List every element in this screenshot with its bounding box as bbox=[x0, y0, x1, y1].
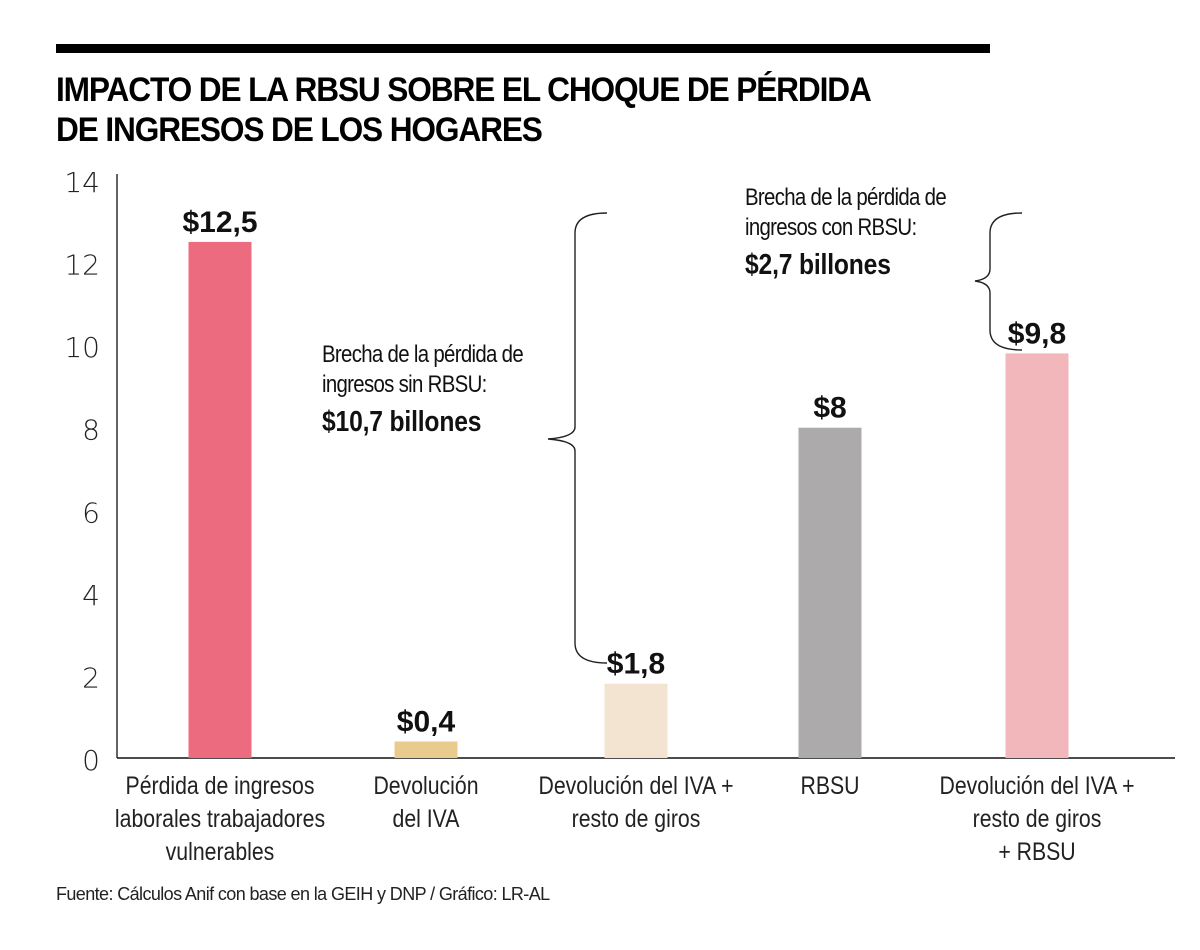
chart-title-line-1: IMPACTO DE LA RBSU SOBRE EL CHOQUE DE PÉ… bbox=[56, 71, 872, 109]
category-label: Pérdida de ingresos bbox=[126, 771, 315, 799]
annotation-emphasis: $10,7 billones bbox=[322, 406, 482, 438]
brace-gap-with-rbsu bbox=[974, 212, 1023, 351]
brace-gap-without-rbsu bbox=[547, 212, 608, 664]
y-tick-label: 8 bbox=[82, 414, 100, 447]
chart-title-line-2: DE INGRESOS DE LOS HOGARES bbox=[56, 111, 543, 149]
annotation-gap-without-rbsu: Brecha de la pérdida de ingresos sin RBS… bbox=[322, 340, 524, 442]
bar bbox=[1005, 353, 1069, 758]
y-tick-label: 2 bbox=[82, 661, 100, 694]
y-tick-label: 10 bbox=[64, 331, 100, 364]
bar bbox=[188, 241, 252, 758]
category-label: + RBSU bbox=[998, 837, 1075, 865]
category-label: Devolución del IVA + bbox=[538, 771, 733, 799]
data-label: $9,8 bbox=[1008, 317, 1066, 350]
category-label: RBSU bbox=[800, 771, 859, 799]
data-label: $0,4 bbox=[397, 705, 456, 738]
y-tick-label: 14 bbox=[64, 166, 100, 199]
category-label: Devolución del IVA + bbox=[939, 771, 1134, 799]
data-label: $12,5 bbox=[182, 206, 257, 239]
bar bbox=[394, 741, 458, 758]
annotation-line: Brecha de la pérdida de bbox=[745, 184, 947, 211]
category-label: resto de giros bbox=[572, 804, 701, 832]
category-label: del IVA bbox=[393, 804, 460, 832]
y-tick-label: 12 bbox=[64, 249, 100, 282]
annotation-gap-with-rbsu: Brecha de la pérdida de ingresos con RBS… bbox=[745, 183, 947, 285]
category-label: laborales trabajadores bbox=[115, 804, 325, 832]
annotation-line: Brecha de la pérdida de bbox=[322, 341, 524, 368]
chart-title: IMPACTO DE LA RBSU SOBRE EL CHOQUE DE PÉ… bbox=[56, 70, 949, 150]
y-tick-label: 0 bbox=[82, 744, 100, 777]
bar bbox=[798, 427, 862, 758]
y-tick-label: 6 bbox=[82, 496, 100, 529]
category-label: resto de giros bbox=[973, 804, 1102, 832]
y-tick-label: 4 bbox=[82, 579, 100, 612]
data-label: $8 bbox=[813, 392, 846, 425]
bar bbox=[604, 683, 668, 758]
top-rule bbox=[56, 44, 990, 53]
annotation-line: ingresos con RBSU: bbox=[745, 214, 917, 241]
category-label: vulnerables bbox=[166, 837, 275, 865]
source-note: Fuente: Cálculos Anif con base en la GEI… bbox=[56, 884, 550, 904]
annotation-emphasis: $2,7 billones bbox=[745, 249, 891, 281]
category-label: Devolución bbox=[373, 771, 478, 799]
annotation-line: ingresos sin RBSU: bbox=[322, 371, 487, 398]
data-label: $1,8 bbox=[607, 648, 665, 681]
